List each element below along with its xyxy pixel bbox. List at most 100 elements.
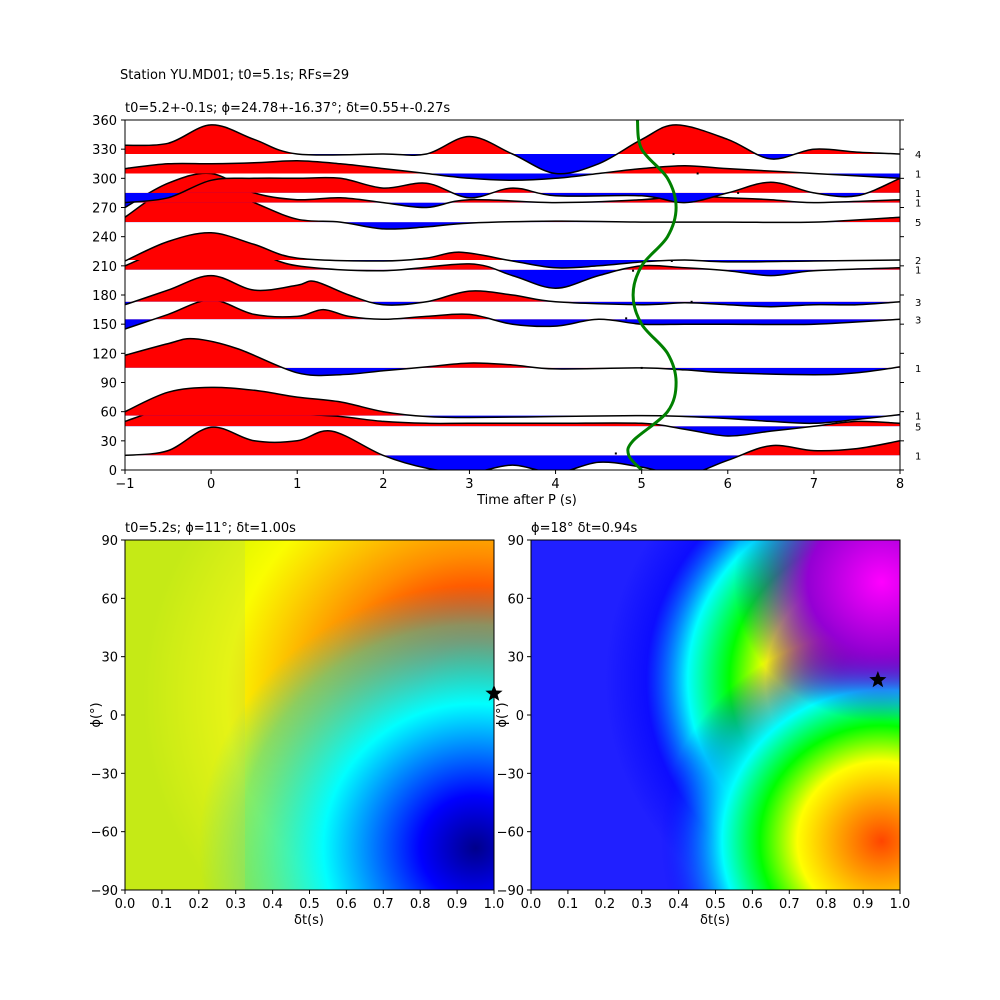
y-tick-label: 90 bbox=[100, 377, 117, 392]
y-tick-label: 30 bbox=[100, 435, 117, 450]
rf-trace-negative-fill bbox=[125, 173, 900, 181]
rf-trace-count: 4 bbox=[915, 150, 921, 161]
figure-suptitle: Station YU.MD01; t0=5.1s; RFs=29 bbox=[120, 68, 349, 83]
y-tick-label: 30 bbox=[507, 651, 524, 666]
grid-left-y-axis: −90 −60 −30 0 30 60 90 bbox=[91, 534, 125, 899]
rf-peak-mark bbox=[640, 366, 643, 369]
rf-trace-count: 3 bbox=[915, 298, 921, 309]
rf-trace-line bbox=[125, 386, 900, 425]
x-tick-label: 0.0 bbox=[115, 897, 136, 912]
rf-trace-line bbox=[125, 337, 900, 377]
rf-trace-count: 3 bbox=[915, 315, 921, 326]
x-tick-label: 0.8 bbox=[816, 897, 837, 912]
x-tick-label: 0.7 bbox=[779, 897, 800, 912]
x-tick-label: 5 bbox=[638, 477, 646, 492]
rf-trace-count: 5 bbox=[915, 422, 921, 433]
best-fit-star-left bbox=[485, 684, 503, 701]
y-tick-label: 180 bbox=[92, 289, 117, 304]
x-tick-label: 0.9 bbox=[853, 897, 874, 912]
y-tick-label: 90 bbox=[507, 534, 524, 549]
grid-left-x-axis: 0.0 0.1 0.2 0.3 0.4 0.5 0.6 0.7 0.8 0.9 1.0 bbox=[115, 890, 505, 912]
rf-trace-negative-fill bbox=[297, 154, 796, 174]
rf-trace-count: 5 bbox=[915, 218, 921, 229]
y-tick-label: 30 bbox=[101, 651, 118, 666]
rf-peak-mark bbox=[625, 317, 628, 320]
x-tick-label: 6 bbox=[724, 477, 732, 492]
rf-trace-negative-fill bbox=[125, 192, 868, 203]
y-tick-label: 0 bbox=[109, 464, 117, 479]
x-tick-label: 8 bbox=[896, 477, 904, 492]
x-tick-label: 0 bbox=[207, 477, 215, 492]
rf-traces bbox=[125, 124, 900, 470]
x-tick-label: 0.6 bbox=[336, 897, 357, 912]
x-tick-label: 1.0 bbox=[890, 897, 911, 912]
rf-trace-line bbox=[125, 160, 900, 182]
grid-left-x-label: δt(s) bbox=[294, 913, 324, 928]
y-tick-label: 60 bbox=[507, 592, 524, 607]
y-tick-label: 0 bbox=[516, 709, 524, 724]
rf-trace-positive-fill bbox=[125, 232, 900, 260]
grid-left-y-label: ϕ(°) bbox=[89, 702, 104, 727]
y-tick-label: −60 bbox=[91, 826, 118, 841]
rf-panel-title: t0=5.2+-0.1s; ϕ=24.78+-16.37°; δt=0.55+-… bbox=[125, 101, 450, 116]
x-tick-label: 3 bbox=[465, 477, 473, 492]
y-tick-label: 120 bbox=[92, 347, 117, 362]
x-tick-label: 0.1 bbox=[152, 897, 173, 912]
x-tick-label: 0.6 bbox=[742, 897, 763, 912]
rf-trace-positive-fill bbox=[125, 177, 900, 193]
rf-trace-count: 1 bbox=[915, 451, 921, 462]
rf-peak-mark bbox=[670, 259, 673, 262]
rf-trace-line bbox=[125, 232, 900, 269]
y-tick-label: 270 bbox=[92, 202, 117, 217]
x-tick-label: 0.0 bbox=[521, 897, 542, 912]
x-tick-label: 1.0 bbox=[484, 897, 505, 912]
grid-right-heatmap bbox=[531, 540, 900, 890]
grid-search-left-panel: t0=5.2s; ϕ=11°; δt=1.00s 0.0 0.1 0.2 0.3 0.4… bbox=[89, 521, 504, 928]
y-tick-label: −30 bbox=[91, 767, 118, 782]
y-tick-label: 150 bbox=[92, 318, 117, 333]
splitting-model-curve bbox=[626, 120, 678, 470]
rf-trace-line bbox=[125, 274, 900, 308]
x-tick-label: 0.9 bbox=[447, 897, 468, 912]
x-tick-label: 0.5 bbox=[705, 897, 726, 912]
y-tick-label: 60 bbox=[101, 592, 118, 607]
rf-peak-mark bbox=[614, 452, 617, 455]
x-tick-label: 0.7 bbox=[373, 897, 394, 912]
rf-peak-mark bbox=[696, 172, 699, 175]
y-tick-label: 0 bbox=[110, 709, 118, 724]
x-tick-label: −1 bbox=[115, 477, 134, 492]
y-tick-label: 90 bbox=[101, 534, 118, 549]
rf-trace-line bbox=[125, 176, 900, 204]
y-tick-label: −30 bbox=[497, 767, 524, 782]
rf-trace-positive-fill bbox=[125, 173, 900, 203]
rf-trace-negative-fill bbox=[125, 426, 900, 437]
rf-trace-negative-fill bbox=[383, 455, 741, 470]
rf-y-axis: 0 30 60 90 120 150 180 210 240 270 300 330 360 bbox=[92, 114, 904, 479]
x-tick-label: 0.1 bbox=[558, 897, 579, 912]
x-tick-label: 0.2 bbox=[188, 897, 209, 912]
x-tick-label: 4 bbox=[551, 477, 559, 492]
rf-trace-positive-fill bbox=[125, 338, 900, 368]
rf-peak-mark bbox=[737, 191, 740, 194]
grid-search-right-panel: ϕ=18° δt=0.94s 0.0 0.1 0.2 0.3 0.4 0.5 0.6 0.7 0… bbox=[495, 521, 910, 928]
x-tick-label: 0.4 bbox=[262, 897, 283, 912]
x-tick-label: 7 bbox=[810, 477, 818, 492]
y-tick-label: 210 bbox=[92, 260, 117, 275]
best-fit-star-right bbox=[869, 671, 887, 688]
y-tick-label: 300 bbox=[92, 172, 117, 187]
rf-x-axis: −1 0 1 2 3 4 5 6 7 8 bbox=[115, 470, 904, 492]
rf-trace-line bbox=[125, 299, 900, 330]
grid-left-heatmap bbox=[125, 540, 494, 890]
rf-trace-count: 1 bbox=[915, 266, 921, 277]
rf-trace-line bbox=[125, 426, 900, 470]
y-tick-label: 60 bbox=[100, 406, 117, 421]
rf-peak-mark bbox=[690, 300, 693, 303]
rf-x-axis-label: Time after P (s) bbox=[476, 493, 577, 508]
x-tick-label: 0.5 bbox=[299, 897, 320, 912]
x-tick-label: 1 bbox=[293, 477, 301, 492]
rf-plot-area bbox=[125, 120, 900, 470]
grid-right-y-axis: −90 −60 −30 0 30 60 90 bbox=[497, 534, 531, 899]
grid-right-x-label: δt(s) bbox=[700, 913, 730, 928]
x-tick-label: 2 bbox=[379, 477, 387, 492]
